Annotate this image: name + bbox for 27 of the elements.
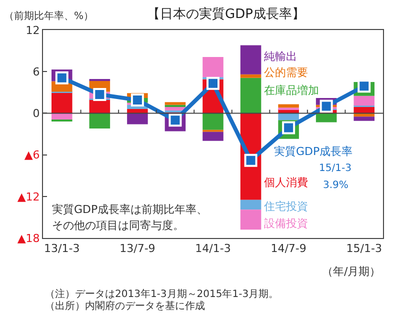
- x-tick-label: 13/7-9: [120, 242, 156, 256]
- annotation: その他の項目は同寄与度。: [52, 219, 184, 232]
- x-tick-label: 14/1-3: [195, 242, 231, 256]
- y-axis-title: （前期比年率、%）: [4, 10, 94, 22]
- annotation: 実質GDP成長率は前期比年率、: [52, 203, 208, 216]
- series-label: 個人消費: [264, 176, 308, 189]
- y-tick-label: 12: [26, 24, 40, 37]
- annotation: 3.9%: [323, 180, 348, 191]
- x-tick-label: 15/1-3: [346, 242, 382, 256]
- series-label: 住宅投資: [264, 200, 308, 213]
- y-tick-label: 6: [32, 65, 40, 78]
- x-axis-title: （年/月期）: [322, 265, 381, 278]
- chart-title: 【日本の実質GDP成長率】: [147, 6, 305, 22]
- series-label: 純輸出: [264, 50, 297, 63]
- series-label: 設備投資: [264, 217, 308, 230]
- y-tick-label: ▲12: [17, 190, 40, 204]
- annotation: 15/1-3: [319, 163, 352, 174]
- text: （注）データは2013年1-3月期～2015年1-3月期。: [45, 288, 279, 300]
- y-tick-label: 0: [32, 107, 40, 120]
- y-tick-label: ▲6: [24, 148, 40, 162]
- series-label: 在庫品増加: [264, 84, 319, 97]
- series-label: 公的需要: [264, 66, 308, 79]
- x-tick-label: 13/1-3: [44, 242, 80, 256]
- y-tick-label: ▲18: [17, 232, 40, 245]
- text: （出所）内閣府のデータを基に作成: [45, 300, 205, 312]
- x-tick-label: 14/7-9: [270, 242, 306, 256]
- series-label: 実質GDP成長率: [274, 145, 353, 158]
